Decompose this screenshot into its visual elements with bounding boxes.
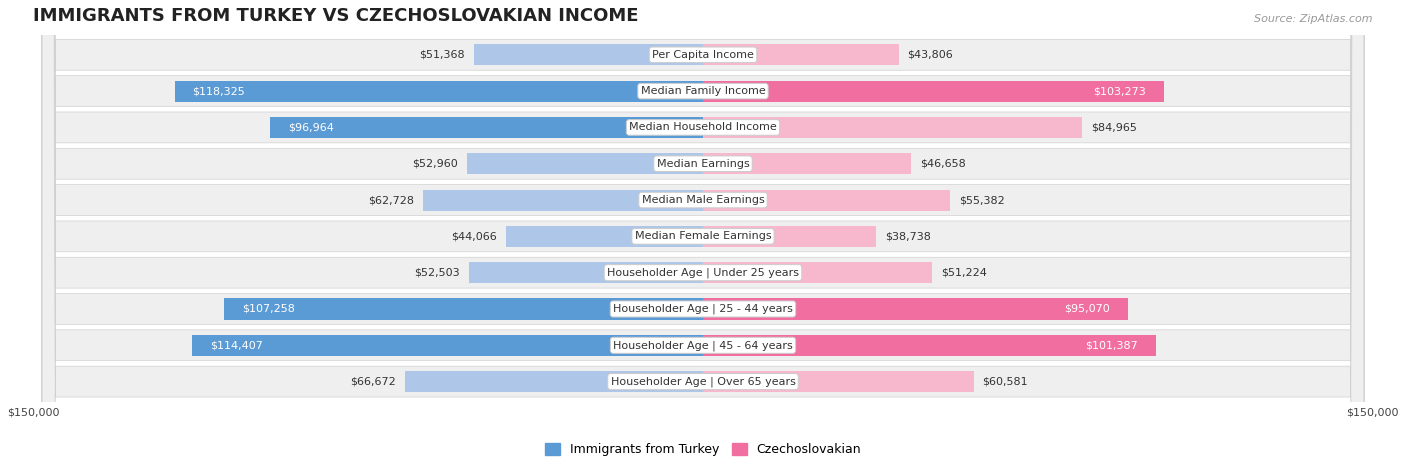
FancyBboxPatch shape <box>42 0 1364 467</box>
Text: Median Family Income: Median Family Income <box>641 86 765 96</box>
Bar <box>703 153 911 174</box>
Bar <box>703 335 1156 356</box>
Bar <box>405 371 703 392</box>
Bar <box>703 117 1083 138</box>
Bar <box>506 226 703 247</box>
Text: Median Household Income: Median Household Income <box>628 122 778 133</box>
Text: Median Earnings: Median Earnings <box>657 159 749 169</box>
FancyBboxPatch shape <box>42 0 1364 467</box>
Text: $51,224: $51,224 <box>941 268 987 278</box>
Legend: Immigrants from Turkey, Czechoslovakian: Immigrants from Turkey, Czechoslovakian <box>540 439 866 461</box>
Text: Source: ZipAtlas.com: Source: ZipAtlas.com <box>1254 14 1372 24</box>
Text: $51,368: $51,368 <box>419 50 465 60</box>
Text: $52,960: $52,960 <box>412 159 457 169</box>
Bar <box>423 190 703 211</box>
Text: IMMIGRANTS FROM TURKEY VS CZECHOSLOVAKIAN INCOME: IMMIGRANTS FROM TURKEY VS CZECHOSLOVAKIA… <box>34 7 638 25</box>
Text: Householder Age | Over 65 years: Householder Age | Over 65 years <box>610 376 796 387</box>
Text: $62,728: $62,728 <box>368 195 413 205</box>
Text: Householder Age | Under 25 years: Householder Age | Under 25 years <box>607 268 799 278</box>
Bar <box>703 81 1164 102</box>
Bar <box>703 262 932 283</box>
Text: Householder Age | 25 - 44 years: Householder Age | 25 - 44 years <box>613 304 793 314</box>
FancyBboxPatch shape <box>42 0 1364 467</box>
Text: Median Male Earnings: Median Male Earnings <box>641 195 765 205</box>
Text: $66,672: $66,672 <box>350 376 396 387</box>
Bar <box>474 44 703 65</box>
Bar <box>467 153 703 174</box>
Text: $107,258: $107,258 <box>242 304 295 314</box>
Bar <box>270 117 703 138</box>
Text: Per Capita Income: Per Capita Income <box>652 50 754 60</box>
Bar <box>703 371 973 392</box>
Text: $84,965: $84,965 <box>1091 122 1137 133</box>
Text: $96,964: $96,964 <box>288 122 333 133</box>
Text: $43,806: $43,806 <box>907 50 953 60</box>
Text: $52,503: $52,503 <box>413 268 460 278</box>
Bar <box>224 298 703 319</box>
Bar <box>703 190 950 211</box>
FancyBboxPatch shape <box>42 0 1364 467</box>
FancyBboxPatch shape <box>42 0 1364 467</box>
Text: $55,382: $55,382 <box>959 195 1005 205</box>
Text: $101,387: $101,387 <box>1085 340 1137 350</box>
Text: $38,738: $38,738 <box>884 231 931 241</box>
Text: $118,325: $118,325 <box>193 86 245 96</box>
FancyBboxPatch shape <box>42 0 1364 467</box>
Bar <box>193 335 703 356</box>
Bar <box>468 262 703 283</box>
Bar <box>703 226 876 247</box>
Text: $44,066: $44,066 <box>451 231 498 241</box>
Text: $95,070: $95,070 <box>1064 304 1109 314</box>
Bar <box>703 298 1128 319</box>
Text: $114,407: $114,407 <box>209 340 263 350</box>
Bar <box>174 81 703 102</box>
Text: $60,581: $60,581 <box>983 376 1028 387</box>
Text: $46,658: $46,658 <box>921 159 966 169</box>
FancyBboxPatch shape <box>42 0 1364 467</box>
FancyBboxPatch shape <box>42 0 1364 467</box>
Bar <box>703 44 898 65</box>
FancyBboxPatch shape <box>42 0 1364 467</box>
Text: $103,273: $103,273 <box>1094 86 1146 96</box>
Text: Median Female Earnings: Median Female Earnings <box>634 231 772 241</box>
FancyBboxPatch shape <box>42 0 1364 467</box>
Text: Householder Age | 45 - 64 years: Householder Age | 45 - 64 years <box>613 340 793 351</box>
